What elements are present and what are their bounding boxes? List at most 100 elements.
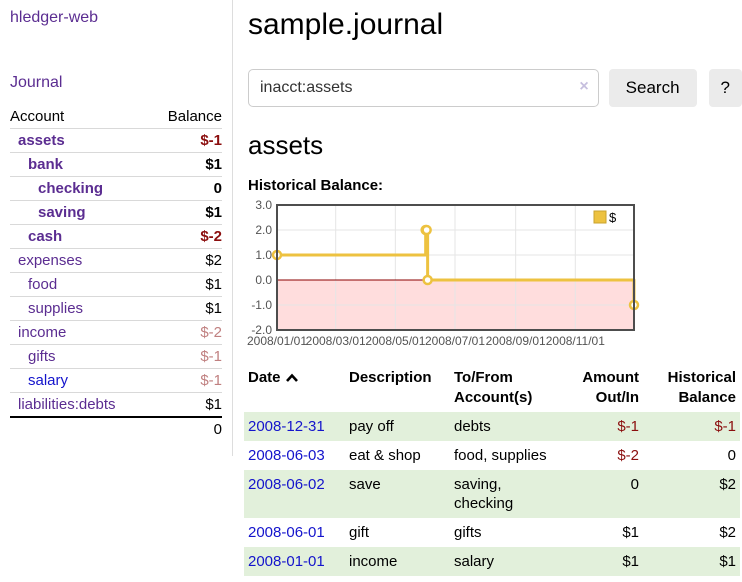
- transaction-description: gift: [349, 524, 370, 541]
- accounts-table: Account Balance assets $-1 bank $1 checking 0…: [10, 105, 222, 441]
- account-row: assets $-1: [10, 128, 222, 153]
- accounts-total-row: 0: [10, 416, 222, 441]
- balance-chart: $3.0 2.0 1.0 0.0 -1.0 -2.0 2008/01/01 2008/03/0…: [247, 198, 742, 351]
- account-row: gifts $-1: [10, 344, 222, 369]
- transaction-accounts: debts: [454, 418, 491, 435]
- transaction-date: 2008-12-31: [244, 412, 345, 441]
- account-heading: assets: [248, 130, 324, 160]
- transaction-date-link[interactable]: 2008-06-03: [248, 447, 325, 464]
- account-link[interactable]: salary: [28, 372, 69, 389]
- sidebar: hledger-web Journal Account Balance asse…: [0, 0, 233, 456]
- account-balance: $1: [150, 296, 222, 321]
- account-link[interactable]: assets: [18, 132, 65, 149]
- search-input[interactable]: [248, 69, 599, 107]
- transaction-balance: $2: [719, 524, 736, 541]
- account-balance: $-2: [150, 224, 222, 249]
- account-balance: 0: [150, 176, 222, 201]
- register-header-row: Date Description To/From Account(s) Amoun…: [244, 366, 740, 412]
- account-row: food $1: [10, 272, 222, 297]
- account-row: salary $-1: [10, 368, 222, 393]
- account-link[interactable]: liabilities:debts: [18, 396, 116, 413]
- register-header-date[interactable]: Date: [244, 366, 345, 412]
- page-title: sample.journal: [248, 8, 444, 41]
- transaction-date-link[interactable]: 2008-12-31: [248, 418, 325, 435]
- help-button[interactable]: ?: [708, 69, 742, 107]
- transaction-accounts: salary: [454, 553, 495, 570]
- transaction-row: 2008-06-02 save saving, checking 0 $2: [244, 470, 740, 518]
- chart-title: Historical Balance:: [248, 177, 384, 194]
- transaction-balance: 0: [727, 447, 736, 464]
- transaction-date: 2008-01-01: [244, 547, 345, 576]
- transaction-description: save: [349, 476, 381, 493]
- account-row: cash $-2: [10, 224, 222, 249]
- register-header-description: Description: [349, 369, 432, 386]
- register-header-accounts: To/From Account(s): [454, 369, 533, 406]
- account-balance: $-2: [150, 320, 222, 345]
- svg-text:2008/03/01: 2008/03/01: [306, 334, 366, 348]
- svg-text:$: $: [609, 210, 617, 225]
- transaction-balance: $1: [719, 553, 736, 570]
- account-link[interactable]: food: [28, 276, 58, 293]
- accounts-header-row: Account Balance: [10, 105, 222, 129]
- accounts-header-balance: Balance: [150, 105, 222, 129]
- transaction-accounts: food, supplies: [454, 447, 547, 464]
- transaction-row: 2008-01-01 income salary $1 $1: [244, 547, 740, 576]
- account-row: supplies $1: [10, 296, 222, 321]
- transaction-row: 2008-06-03 eat & shop food, supplies $-2 0: [244, 441, 740, 470]
- account-row: bank $1: [10, 152, 222, 177]
- svg-text:2008/05/01: 2008/05/01: [365, 334, 425, 348]
- transaction-description: pay off: [349, 418, 394, 435]
- svg-text:3.0: 3.0: [255, 198, 272, 212]
- svg-text:2008/01/01: 2008/01/01: [247, 334, 307, 348]
- transaction-date-link[interactable]: 2008-06-02: [248, 476, 325, 493]
- svg-text:2008/11/01: 2008/11/01: [546, 334, 605, 348]
- accounts-header-account: Account: [10, 105, 151, 129]
- transaction-amount: $1: [622, 553, 639, 570]
- transaction-date-link[interactable]: 2008-06-01: [248, 524, 325, 541]
- svg-text:-1.0: -1.0: [251, 298, 272, 312]
- transaction-amount: $-1: [617, 418, 639, 435]
- search-button[interactable]: Search: [608, 69, 697, 107]
- register-table: Date Description To/From Account(s) Amoun…: [244, 366, 740, 576]
- account-link[interactable]: checking: [38, 180, 104, 197]
- app-title-link[interactable]: hledger-web: [10, 9, 99, 26]
- sort-asc-icon: [285, 369, 299, 389]
- account-balance: $2: [150, 248, 222, 273]
- account-link[interactable]: expenses: [18, 252, 83, 269]
- account-balance: $-1: [150, 344, 222, 369]
- account-row: liabilities:debts $1: [10, 392, 222, 418]
- transaction-accounts: gifts: [454, 524, 482, 541]
- account-row: saving $1: [10, 200, 222, 225]
- account-row: expenses $2: [10, 248, 222, 273]
- account-row: checking 0: [10, 176, 222, 201]
- transaction-amount: $-2: [617, 447, 639, 464]
- svg-text:2.0: 2.0: [255, 223, 272, 237]
- transaction-accounts: saving, checking: [454, 476, 514, 512]
- svg-text:1.0: 1.0: [255, 248, 272, 262]
- account-link[interactable]: gifts: [28, 348, 56, 365]
- transaction-balance: $2: [719, 476, 736, 493]
- transaction-date: 2008-06-01: [244, 518, 345, 547]
- account-link[interactable]: bank: [28, 156, 64, 173]
- transaction-date-link[interactable]: 2008-01-01: [248, 553, 325, 570]
- sidebar-item-journal[interactable]: Journal: [10, 74, 63, 91]
- transaction-description: income: [349, 553, 398, 570]
- account-link[interactable]: supplies: [28, 300, 84, 317]
- transaction-amount: 0: [630, 476, 639, 493]
- register-header-balance: Historical Balance: [667, 369, 736, 406]
- svg-text:2008/07/01: 2008/07/01: [425, 334, 485, 348]
- main-panel: sample.journal × Search ? assets Histori…: [244, 0, 742, 576]
- account-link[interactable]: income: [18, 324, 67, 341]
- transaction-balance: $-1: [714, 418, 736, 435]
- accounts-total-value: 0: [150, 416, 222, 441]
- clear-search-icon[interactable]: ×: [579, 78, 589, 95]
- transaction-amount: $1: [622, 524, 639, 541]
- transaction-description: eat & shop: [349, 447, 421, 464]
- account-balance: $1: [150, 272, 222, 297]
- account-link[interactable]: cash: [28, 228, 63, 245]
- account-balance: $1: [150, 152, 222, 177]
- account-row: income $-2: [10, 320, 222, 345]
- account-link[interactable]: saving: [38, 204, 86, 221]
- account-balance: $-1: [150, 128, 222, 153]
- account-balance: $-1: [150, 368, 222, 393]
